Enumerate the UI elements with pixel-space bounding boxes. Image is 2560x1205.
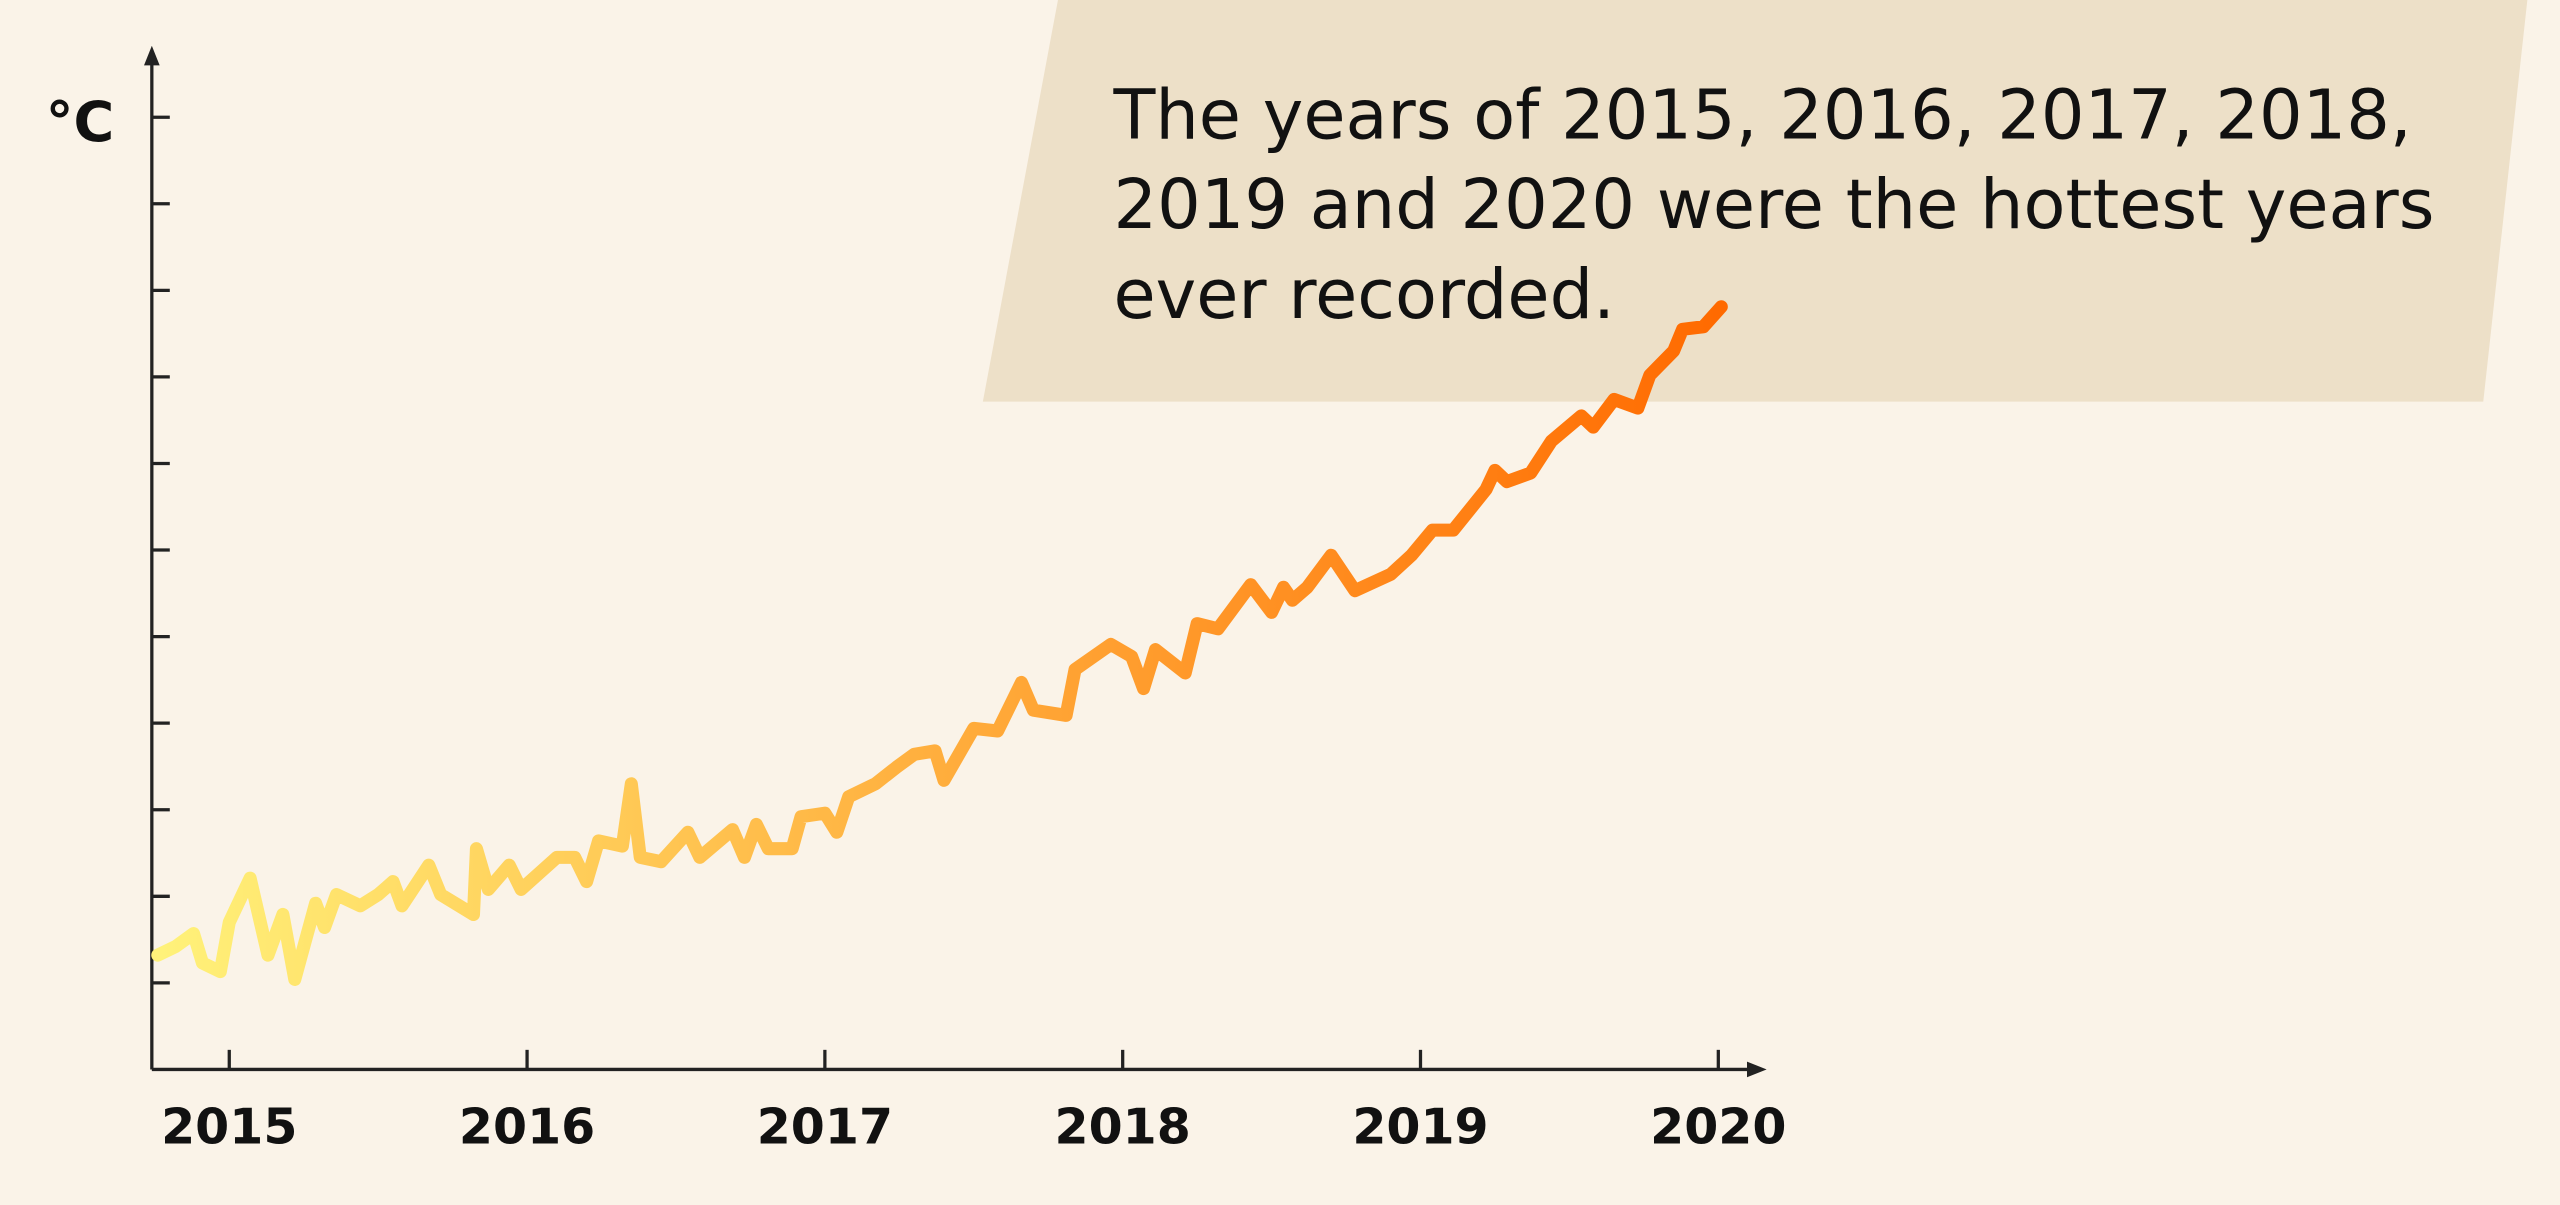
x-tick-label: 2015 (161, 1098, 297, 1155)
y-axis-label: °C (46, 90, 114, 155)
x-tick-label: 2020 (1650, 1098, 1786, 1155)
x-tick-label: 2019 (1352, 1098, 1488, 1155)
annotation-line: 2019 and 2020 were the hottest years (1113, 165, 2434, 245)
annotation-line: ever recorded. (1113, 255, 1614, 335)
data-line (151, 300, 1728, 986)
annotation-box (982, 0, 2528, 402)
x-tick-label: 2018 (1055, 1098, 1191, 1155)
x-tick-label: 2016 (459, 1098, 595, 1155)
x-tick-label: 2017 (757, 1098, 893, 1155)
annotation-line: The years of 2015, 2016, 2017, 2018, (1112, 75, 2411, 155)
